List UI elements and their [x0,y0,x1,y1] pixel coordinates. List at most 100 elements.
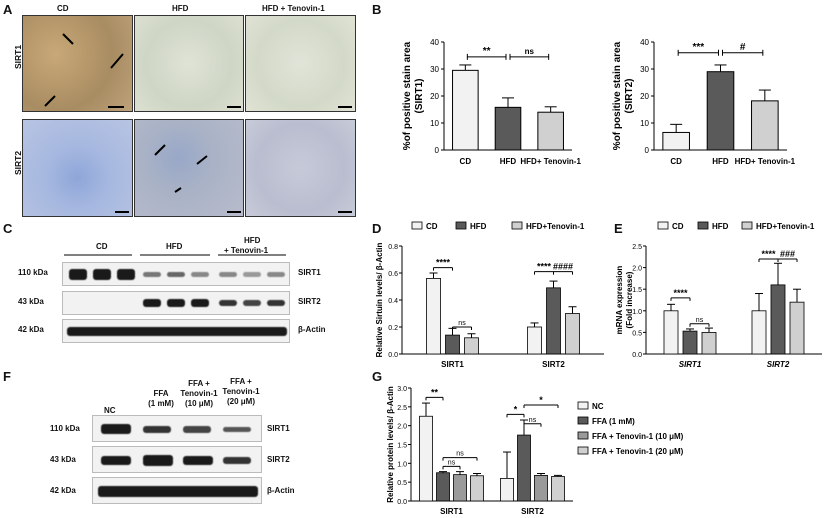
bar [682,330,698,355]
bar [663,310,679,355]
sig-label: ns [696,317,704,324]
bar [426,278,441,355]
legend-swatch [411,221,423,230]
bar [419,415,433,502]
bar [789,301,805,355]
sig-label: *** [692,42,704,53]
sig-label: ### [780,249,795,259]
bar [701,332,717,355]
col-label-cd: CD [57,4,69,13]
legend-swatch [511,221,523,230]
sig-label: * [514,404,518,414]
sig-label: ns [525,47,535,56]
y-tick-label: 0.5 [397,480,407,487]
lane-f-ten20-1: FFA + [230,377,252,386]
kda-c-110: 110 kDa [18,268,48,277]
legend-label: FFA + Tenovin-1 (10 μM) [592,432,684,441]
y-axis-label: %of positive stain area(SIRT1) [402,41,425,150]
y-tick-label: 0.6 [388,271,398,278]
legend-swatch [697,221,709,230]
blot-f-actin [92,477,262,504]
y-axis-label: %of positive stain area(SIRT2) [612,41,635,150]
protein-f-actin: β-Actin [267,486,295,495]
sig-label: **** [436,258,451,268]
x-tick-label: SIRT1 [679,360,702,368]
kda-f-43: 43 kDa [50,455,76,464]
y-tick-label: 0.8 [388,244,398,251]
y-tick-label: 10 [430,119,439,128]
kda-f-42: 42 kDa [50,486,76,495]
panel-letter-a: A [3,2,13,17]
y-tick-label: 2.0 [632,266,642,273]
bar [770,284,786,355]
y-tick-label: 20 [430,92,439,101]
lane-f-ten10-3: (10 μM) [184,399,213,408]
col-label-hfd: HFD [172,4,189,13]
y-tick-label: 30 [430,65,439,74]
bar [452,69,479,151]
x-tick-label: CD [460,157,472,166]
bar [500,478,514,502]
panel-letter-g: G [372,369,383,384]
sig-label: **** [673,288,688,298]
panel-letter-c: C [3,221,13,236]
x-tick-label: SIRT2 [542,360,565,368]
bar [565,313,580,355]
x-tick-label: SIRT2 [521,507,544,516]
bar [662,131,690,151]
x-tick-label: SIRT2 [767,360,790,368]
blot-c-actin [62,319,290,343]
blot-f-sirt2 [92,446,262,473]
sig-label: ns [529,417,537,424]
sig-label: #### [553,262,573,272]
kda-c-42: 42 kDa [18,325,44,334]
y-tick-label: 10 [640,119,649,128]
y-tick-label: 0 [435,146,440,155]
bar [464,337,479,355]
sig-label: # [740,42,746,53]
y-axis-label: mRNA expression(Fold increase) [615,266,634,335]
legend-label: HFD [470,222,487,231]
panel-letter-e: E [614,221,623,236]
legend-label: HFD+Tenovin-1 [526,222,585,231]
bar [751,310,767,355]
y-axis-label: Relative Sirtuin levels/ β-Actin [375,243,384,358]
x-tick-label: HFD+ Tenovin-1 [735,157,796,166]
sig-label: **** [761,249,776,259]
blot-c-group-cd: CD [96,242,108,251]
x-tick-label: HFD [712,157,729,166]
kda-f-110: 110 kDa [50,424,80,433]
y-tick-label: 3.0 [397,386,407,393]
chart-e: 0.0 0.5 1.0 1.5 2.0 2.5 SIRT1 SIRT2 **** ns **** ##… [615,221,822,368]
sig-label: **** [537,262,552,272]
micrograph-sirt2-hfd [134,119,244,217]
blot-f-sirt1 [92,415,262,442]
legend-swatch [577,416,589,425]
lane-f-ten10-2: Tenovin-1 [180,389,218,398]
bar [534,474,548,502]
bar [517,434,531,502]
legend-swatch [577,446,589,455]
lane-f-ten20-2: Tenovin-1 [222,387,260,396]
y-tick-label: 40 [430,38,439,47]
bar [706,71,735,151]
x-tick-label: SIRT1 [441,360,464,368]
bar [494,106,522,151]
blot-c-group-hfd: HFD [166,242,183,251]
y-tick-label: 2.5 [632,244,642,251]
lane-f-nc: NC [104,406,116,415]
bar [445,334,460,355]
lane-f-ffa-2: (1 mM) [148,399,174,408]
legend-label: CD [426,222,438,231]
micrograph-sirt1-hfd [134,15,244,112]
legend-label: NC [592,402,604,411]
chart-b-sirt2: 0 10 20 30 40 CD HFD HFD+ Tenovin-1 *** # %of posi… [612,38,796,166]
sig-label: ** [483,46,491,57]
panel-letter-d: D [372,221,382,236]
blot-c-sirt1 [62,262,290,286]
micrograph-sirt2-tenovin [245,119,356,217]
lane-f-ten10-1: FFA + [188,379,210,388]
y-tick-label: 0.4 [388,298,398,305]
y-tick-label: 0.0 [388,352,398,359]
y-axis-label: Relative protein levels/ β-Actin [386,386,395,503]
